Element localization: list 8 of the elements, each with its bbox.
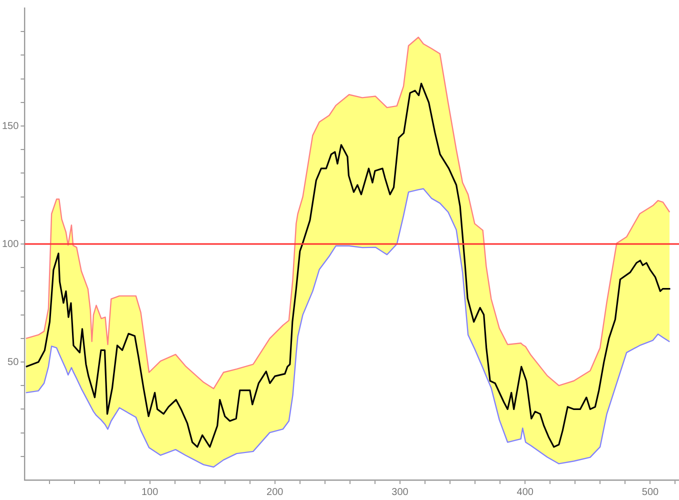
x-tick-label: 500 — [642, 486, 660, 498]
x-tick-label: 200 — [266, 486, 284, 498]
x-tick-label: 400 — [516, 486, 534, 498]
y-tick-label: 150 — [2, 120, 20, 132]
y-tick-label: 50 — [8, 356, 20, 368]
x-tick-label: 300 — [392, 486, 409, 498]
x-tick-label: 100 — [141, 486, 159, 498]
y-tick-label: 100 — [2, 238, 20, 250]
